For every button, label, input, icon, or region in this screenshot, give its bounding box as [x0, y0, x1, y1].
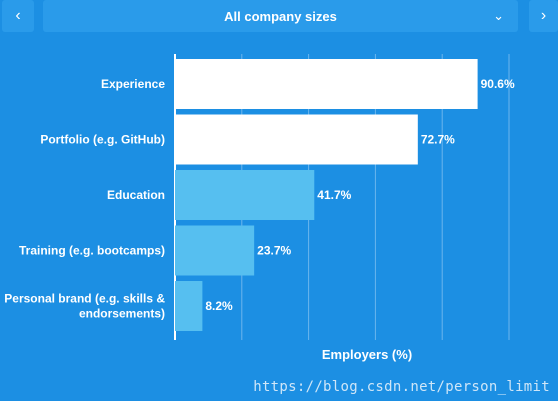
category-label: Education [107, 188, 165, 202]
chevron-left-icon: ‹ [15, 7, 21, 24]
data-label: 8.2% [205, 299, 233, 313]
category-label: Portfolio (e.g. GitHub) [40, 133, 165, 147]
next-button[interactable]: › [529, 0, 558, 32]
bar [175, 170, 315, 220]
chevron-down-icon: ⌄ [493, 8, 504, 23]
category-label: Training (e.g. bootcamps) [19, 244, 165, 258]
bar [175, 59, 478, 109]
bar [175, 225, 255, 276]
previous-button[interactable]: ‹ [2, 0, 34, 32]
category-label: Experience [101, 77, 165, 91]
bar [175, 114, 418, 165]
watermark: https://blog.csdn.net/person_limit [253, 379, 550, 395]
data-label: 72.7% [421, 133, 455, 147]
chevron-right-icon: › [540, 7, 547, 24]
category-label: Personal brand (e.g. skills & endorsement… [4, 292, 165, 321]
bar-chart: 90.6% Experience 72.7% Portfolio (e.g. GitH… [4, 54, 515, 362]
company-size-dropdown[interactable]: All company sizes ⌄ [43, 0, 518, 32]
data-label: 23.7% [257, 244, 291, 258]
data-label: 41.7% [317, 188, 351, 202]
dropdown-label: All company sizes [224, 9, 337, 24]
bar [175, 281, 203, 331]
x-axis-title: Employers (%) [322, 347, 412, 362]
top-bar: ‹ All company sizes ⌄ › [0, 0, 558, 34]
data-label: 90.6% [481, 77, 515, 91]
